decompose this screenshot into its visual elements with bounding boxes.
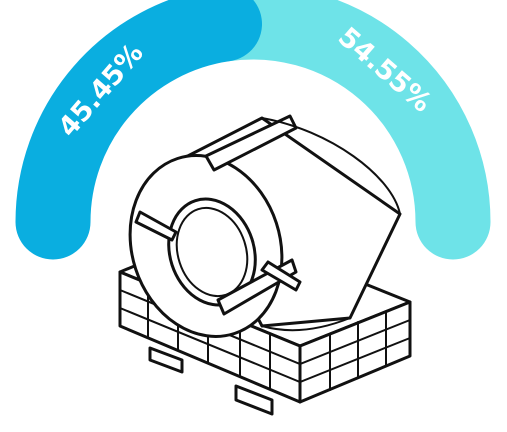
slices-group: [15, 0, 491, 260]
slice-2: [187, 0, 491, 260]
coil-on-pallet-illustration: [118, 114, 412, 416]
coil: [128, 114, 402, 338]
slice-1: [15, 0, 263, 260]
